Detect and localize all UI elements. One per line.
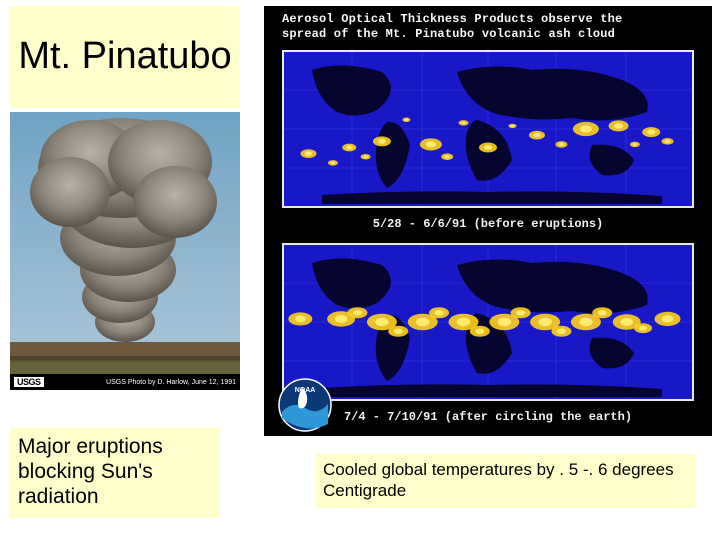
map-before-caption: 5/28 - 6/6/91 (before eruptions): [264, 213, 712, 239]
noaa-logo-icon: NOAA: [278, 378, 332, 432]
map-before-wrap: [264, 46, 712, 213]
sat-header-line2: spread of the Mt. Pinatubo volcanic ash …: [282, 27, 615, 41]
map-before-eruption: [282, 50, 694, 208]
satellite-header: Aerosol Optical Thickness Products obser…: [264, 6, 712, 46]
sat-header-line1: Aerosol Optical Thickness Products obser…: [282, 12, 622, 26]
page-title: Mt. Pinatubo: [10, 6, 240, 108]
eruption-photo: USGS USGS Photo by D. Harlow, June 12, 1…: [10, 112, 240, 390]
photo-credit: USGS Photo by D. Harlow, June 12, 1991: [106, 379, 236, 386]
usgs-logo: USGS: [14, 377, 44, 387]
map-after-eruption: [282, 243, 694, 401]
svg-text:NOAA: NOAA: [295, 387, 316, 394]
usgs-credit-strip: USGS USGS Photo by D. Harlow, June 12, 1…: [10, 374, 240, 390]
cooling-caption: Cooled global temperatures by . 5 -. 6 d…: [316, 454, 696, 508]
satellite-panel: Aerosol Optical Thickness Products obser…: [264, 6, 712, 436]
eruption-caption: Major eruptions blocking Sun's radiation: [10, 428, 220, 518]
